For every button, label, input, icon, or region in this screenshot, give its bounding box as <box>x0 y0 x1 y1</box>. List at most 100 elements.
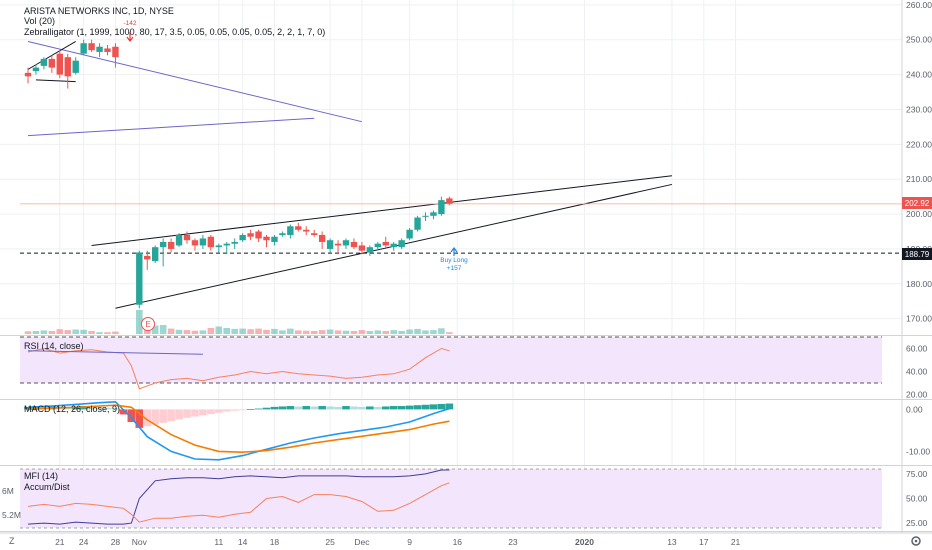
macd-histogram-bar <box>397 406 406 410</box>
candle-body <box>414 217 421 230</box>
macd-histogram-bar <box>222 409 231 412</box>
gear-icon[interactable] <box>911 536 921 546</box>
candle-body <box>303 229 310 232</box>
macd-histogram-bar <box>111 408 120 410</box>
macd-histogram-bar <box>246 408 255 410</box>
volume-bar <box>382 331 390 334</box>
macd-histogram-bar <box>32 406 40 410</box>
volume-bar <box>183 330 191 334</box>
candle-body <box>152 247 159 262</box>
volume-bar <box>231 328 238 334</box>
candle-body <box>446 198 453 204</box>
volume-bar <box>191 330 199 334</box>
candles[interactable] <box>24 39 453 309</box>
earnings-marker[interactable]: E <box>141 317 155 331</box>
macd-histogram-bar <box>207 409 215 415</box>
time-tick-label: 11 <box>214 537 223 547</box>
gear-ring <box>911 536 921 546</box>
signal-buy-value: +157 <box>447 265 462 272</box>
time-tick-label: 2020 <box>575 537 594 547</box>
volume-bar <box>64 330 72 334</box>
candle-body <box>430 212 437 216</box>
rsi-line <box>27 347 450 390</box>
candle-body <box>334 243 342 246</box>
macd-histogram-bar <box>445 403 454 410</box>
last-price-tag-bg <box>902 197 932 209</box>
macd-histogram-bar <box>199 409 207 416</box>
macd-histogram-bar <box>159 409 167 423</box>
mfi-pane[interactable] <box>20 468 882 529</box>
timezone-icon[interactable]: Z <box>9 536 15 546</box>
candle-body <box>287 226 294 235</box>
rsi-tick-label: 60.00 <box>906 344 928 354</box>
time-tick-label: 14 <box>238 537 248 547</box>
macd-histogram-bar <box>175 409 183 420</box>
macd-histogram-bar <box>230 409 239 411</box>
candle-body <box>199 238 207 246</box>
rsi-tick-label: 40.00 <box>906 367 928 377</box>
macd-pane[interactable] <box>24 400 454 461</box>
buy-arrow-icon <box>450 247 458 256</box>
earnings-circle <box>141 317 155 331</box>
macd-histogram-bar <box>143 409 152 427</box>
volume-bar <box>287 328 294 334</box>
candle-body <box>167 241 175 249</box>
time-tick-label: 9 <box>407 537 412 547</box>
volume-bar <box>374 330 382 334</box>
time-tick-label: Dec <box>354 537 370 547</box>
volume-bar <box>207 328 215 334</box>
time-tick-label: 13 <box>667 537 677 547</box>
volume-bar <box>48 331 56 334</box>
macd-histogram-bar <box>262 407 271 410</box>
candle-body <box>80 43 87 54</box>
candle-body <box>438 200 445 215</box>
macd-histogram-bar <box>381 406 390 410</box>
mfi-tick-label: 50.00 <box>906 494 928 504</box>
volume-bar <box>159 325 167 334</box>
candle-body <box>311 233 318 235</box>
time-tick-label: 25 <box>325 537 335 547</box>
volume-bar <box>406 329 413 334</box>
macd-histogram-bar <box>405 405 414 410</box>
trendlines[interactable] <box>27 41 673 309</box>
macd-line <box>27 400 450 461</box>
candle-body <box>215 245 222 248</box>
support-price-value: 188.79 <box>905 250 930 259</box>
volume-bar <box>414 328 421 334</box>
macd-histogram-bar <box>71 406 80 410</box>
macd-histogram-bar <box>302 406 311 410</box>
macd-histogram-bar <box>389 406 398 410</box>
price-tick-label: 240.00 <box>906 70 932 80</box>
gear-hub <box>914 539 918 543</box>
time-axis[interactable]: 21 24 28 Nov 11 14 18 25 Dec 9 16 23 2020 13 17 21 <box>55 537 740 547</box>
macd-histogram-bar <box>215 409 223 413</box>
macd-histogram-bar <box>366 406 374 410</box>
macd-histogram-bar <box>278 406 287 410</box>
candle-body <box>183 234 191 241</box>
volume-bar <box>32 331 40 334</box>
macd-histogram-bar <box>429 404 438 410</box>
volume-bar <box>326 329 334 334</box>
mfi-tick-label: 75.00 <box>906 469 928 479</box>
volume-bar <box>422 330 429 334</box>
candle-body <box>175 234 183 246</box>
volume-bar <box>112 331 119 334</box>
time-tick-label: 23 <box>508 537 518 547</box>
candle-body <box>223 243 230 246</box>
candle-body <box>207 236 215 248</box>
candle-body <box>191 240 199 246</box>
zebra-legend: Zebralligator (1, 1999, 1000, 80, 17, 3.… <box>24 27 325 37</box>
mfi-legend: MFI (14) <box>24 471 58 481</box>
candle-body <box>48 58 56 68</box>
macd-histogram-bar <box>318 406 326 410</box>
volume-bar <box>334 330 342 334</box>
rsi-tick-label: 20.00 <box>906 390 928 400</box>
rsi-pane[interactable] <box>20 336 882 390</box>
price-tick-label: 170.00 <box>906 314 932 324</box>
macd-histogram-bar <box>127 409 136 422</box>
macd-histogram-bar <box>95 407 104 410</box>
candle-body <box>64 57 71 77</box>
support-price-tag: 188.79 <box>902 248 932 260</box>
volume-bar <box>430 330 437 334</box>
